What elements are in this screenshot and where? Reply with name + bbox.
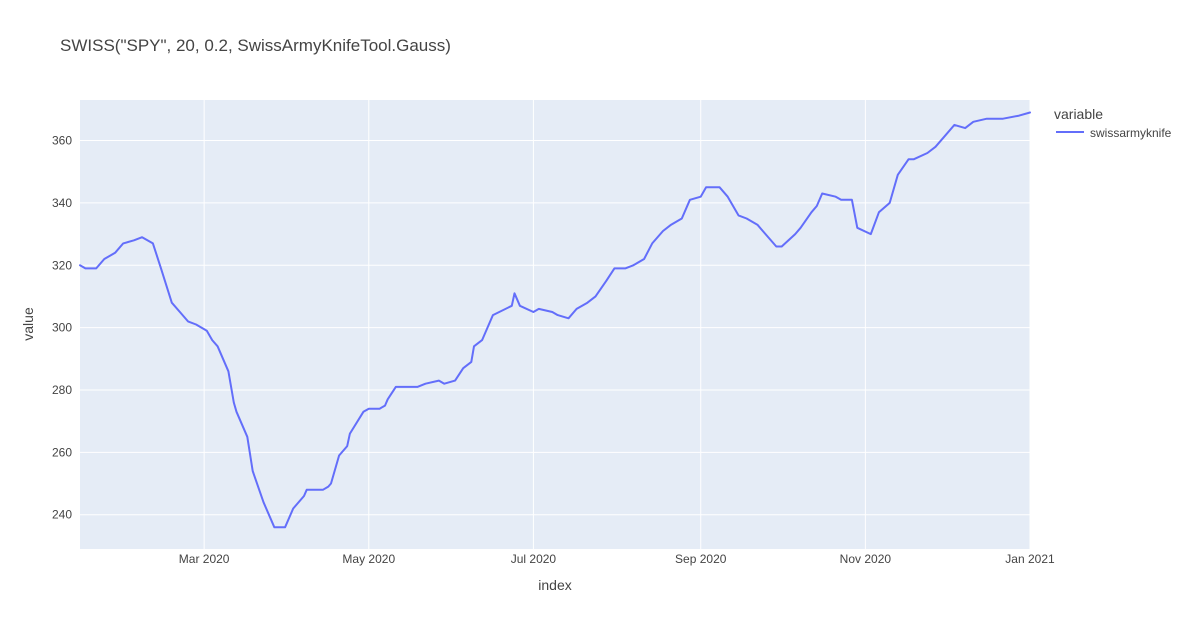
x-tick-label: Jul 2020 <box>511 552 557 566</box>
plot-background <box>80 100 1030 549</box>
x-tick-label: Mar 2020 <box>179 552 230 566</box>
x-tick-label: Nov 2020 <box>840 552 892 566</box>
grid <box>80 100 1031 549</box>
y-tick-label: 340 <box>52 196 72 210</box>
y-axis-label: value <box>20 307 36 341</box>
series-layer <box>79 111 1031 529</box>
legend-title: variable <box>1054 106 1103 122</box>
legend-label: swissarmyknife <box>1090 126 1172 140</box>
y-tick-label: 360 <box>52 134 72 148</box>
y-tick-label: 240 <box>52 508 72 522</box>
y-tick-label: 300 <box>52 321 72 335</box>
x-axis-ticks: Mar 2020 May 2020 Jul 2020 Sep 2020 Nov 2020… <box>179 552 1055 566</box>
chart-title: SWISS("SPY", 20, 0.2, SwissArmyKnifeTool… <box>60 36 451 55</box>
y-tick-label: 260 <box>52 445 72 459</box>
plot-area <box>80 100 1030 549</box>
legend: variable swissarmyknife <box>1054 106 1172 140</box>
y-tick-label: 320 <box>52 258 72 272</box>
x-tick-label: Sep 2020 <box>675 552 727 566</box>
legend-item[interactable]: swissarmyknife <box>1056 126 1172 140</box>
series-line-swissarmyknife <box>79 111 1031 529</box>
y-axis-ticks: 240 260 280 300 320 340 360 <box>52 134 72 522</box>
x-tick-label: May 2020 <box>342 552 395 566</box>
y-tick-label: 280 <box>52 383 72 397</box>
x-axis-label: index <box>538 577 571 593</box>
x-tick-label: Jan 2021 <box>1005 552 1055 566</box>
